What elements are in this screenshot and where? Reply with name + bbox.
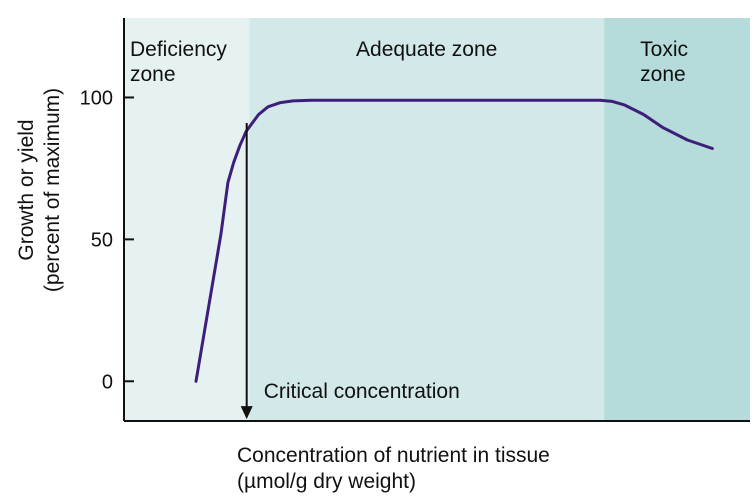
zone-label-toxic-1: zone (640, 63, 686, 86)
zone-label-deficiency-1: zone (130, 63, 176, 86)
critical-concentration-label: Critical concentration (264, 380, 460, 403)
y-tick-label-0: 0 (102, 371, 113, 393)
x-axis-label-line-1: (µmol/g dry weight) (237, 470, 416, 493)
x-axis-label-line-0: Concentration of nutrient in tissue (237, 444, 550, 467)
y-tick-label-50: 50 (91, 229, 113, 251)
zone-label-toxic-0: Toxic (640, 38, 688, 61)
zone-label-adequate-zone-0: Adequate zone (356, 38, 497, 61)
zone-deficiency (124, 18, 250, 421)
zones-layer (124, 18, 750, 421)
y-tick-label-100: 100 (80, 87, 113, 109)
growth-curve (194, 98, 714, 383)
annotation-layer: Critical concentration (240, 123, 460, 420)
zone-toxic (604, 18, 750, 421)
series-layer (194, 98, 714, 383)
axes-layer: 0 50 100 (80, 18, 750, 422)
zone-adequate-zone (249, 18, 605, 421)
zone-label-deficiency-0: Deficiency (130, 38, 227, 61)
y-axis-label-line-0: Growth or yield (15, 119, 38, 260)
critical-concentration-arrowhead (240, 406, 253, 420)
y-axis-label-line-1: (percent of maximum) (41, 88, 64, 292)
